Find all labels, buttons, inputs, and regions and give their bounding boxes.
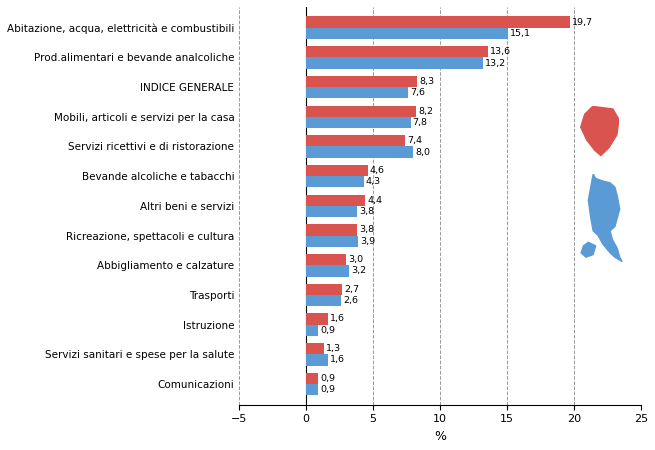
- Bar: [306, 254, 346, 265]
- Text: 3,8: 3,8: [359, 207, 374, 216]
- Bar: [306, 165, 367, 176]
- Bar: [306, 324, 318, 336]
- Bar: [306, 135, 405, 147]
- Text: 4,6: 4,6: [370, 166, 384, 175]
- Text: 3,8: 3,8: [359, 225, 374, 234]
- Text: 0,9: 0,9: [320, 374, 335, 383]
- Text: 8,2: 8,2: [418, 107, 433, 116]
- Text: 7,6: 7,6: [410, 88, 425, 97]
- Text: 8,3: 8,3: [419, 77, 434, 86]
- Bar: [306, 28, 508, 39]
- Bar: [306, 194, 365, 206]
- Text: 13,2: 13,2: [485, 58, 506, 68]
- Bar: [306, 76, 417, 87]
- Bar: [306, 206, 357, 217]
- Bar: [306, 105, 416, 117]
- Text: 2,7: 2,7: [345, 285, 360, 294]
- Bar: [306, 373, 318, 384]
- Bar: [306, 343, 324, 354]
- Text: 3,9: 3,9: [360, 237, 375, 246]
- Bar: [306, 117, 411, 128]
- Text: 4,3: 4,3: [365, 177, 381, 186]
- Text: 0,9: 0,9: [320, 326, 335, 335]
- Text: 8,0: 8,0: [415, 148, 430, 157]
- Text: 1,3: 1,3: [326, 344, 341, 353]
- Bar: [306, 384, 318, 395]
- Text: 2,6: 2,6: [343, 296, 358, 305]
- Bar: [306, 284, 343, 295]
- Text: 19,7: 19,7: [572, 18, 593, 27]
- Bar: [306, 17, 570, 28]
- Text: 1,6: 1,6: [329, 315, 345, 324]
- Text: 7,4: 7,4: [407, 136, 422, 145]
- Text: 3,2: 3,2: [351, 266, 366, 275]
- Bar: [306, 46, 489, 58]
- Text: 13,6: 13,6: [491, 47, 512, 56]
- X-axis label: %: %: [434, 430, 446, 443]
- Text: 0,9: 0,9: [320, 385, 335, 394]
- Bar: [306, 224, 357, 235]
- Bar: [306, 147, 413, 158]
- Bar: [306, 235, 358, 247]
- Text: 4,4: 4,4: [367, 196, 382, 205]
- Bar: [306, 265, 349, 276]
- Bar: [306, 295, 341, 306]
- Bar: [306, 176, 364, 188]
- Bar: [306, 87, 408, 99]
- Text: 1,6: 1,6: [329, 356, 345, 364]
- Bar: [306, 354, 328, 365]
- Text: 7,8: 7,8: [413, 118, 428, 127]
- Text: 15,1: 15,1: [510, 29, 531, 38]
- Bar: [306, 313, 328, 324]
- Bar: [306, 58, 483, 69]
- Text: 3,0: 3,0: [348, 255, 364, 264]
